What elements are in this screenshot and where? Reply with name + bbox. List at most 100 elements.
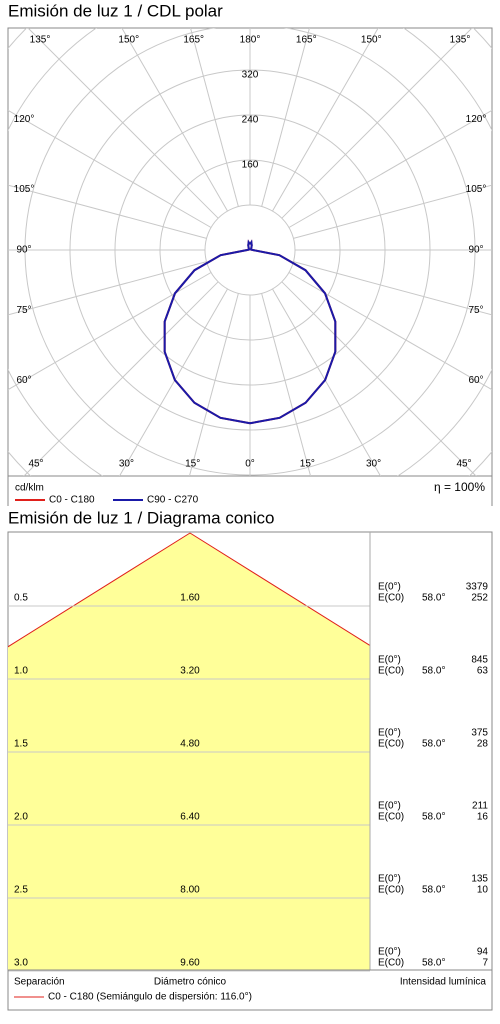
angle-label: 105°: [466, 184, 487, 195]
diameter-label: 4.80: [180, 739, 200, 750]
ec0-value: 10: [477, 885, 489, 896]
angle-label: 105°: [14, 184, 35, 195]
angle-label: 150°: [118, 35, 139, 46]
grid-ray: [293, 184, 492, 239]
ec0-label: E(C0): [378, 958, 404, 969]
ec0-label: E(C0): [378, 666, 404, 677]
angle-value: 58.0°: [422, 958, 445, 969]
angle-label: 60°: [16, 375, 31, 386]
intensity-header: Intensidad lumínica: [400, 977, 487, 988]
diameter-label: 8.00: [180, 885, 200, 896]
grid-ray: [272, 288, 382, 476]
distance-label: 2.5: [14, 885, 28, 896]
angle-label: 135°: [30, 35, 51, 46]
angle-label: 15°: [300, 459, 315, 470]
legend-label: C0 - C180: [49, 495, 95, 506]
distance-header: Separación: [14, 977, 65, 988]
cone-diagram: 0.5 1.60 E(0°) 3379 E(C0) 58.0° 252 1.0 3.20 E(0°…: [8, 532, 489, 972]
distance-label: 1.5: [14, 739, 28, 750]
efficiency: η = 100%: [434, 480, 485, 494]
grid-ray: [118, 288, 228, 476]
grid-ray: [272, 28, 379, 212]
e0-value: 94: [477, 947, 489, 958]
distance-label: 1.0: [14, 666, 28, 677]
angle-label: 120°: [14, 114, 35, 125]
ec0-label: E(C0): [378, 739, 404, 750]
angle-label: 45°: [28, 459, 43, 470]
grid-ray: [8, 261, 207, 316]
ec0-label: E(C0): [378, 885, 404, 896]
grid-ray: [8, 184, 207, 239]
angle-label: 75°: [468, 305, 483, 316]
angle-label: 165°: [183, 35, 204, 46]
angle-label: 165°: [296, 35, 317, 46]
polar-grid: [8, 28, 492, 476]
e0-value: 845: [471, 655, 488, 666]
angle-value: 58.0°: [422, 812, 445, 823]
ec0-label: E(C0): [378, 812, 404, 823]
angle-value: 58.0°: [422, 885, 445, 896]
angle-label: 30°: [366, 459, 381, 470]
cone-legend: C0 - C180 (Semiángulo de dispersión: 116…: [48, 992, 252, 1003]
angle-label: 0°: [245, 459, 255, 470]
angle-label: 180°: [240, 35, 261, 46]
ec0-value: 16: [477, 812, 489, 823]
angle-label: 120°: [466, 114, 487, 125]
polar-title: Emisión de luz 1 / CDL polar: [8, 1, 223, 20]
e0-label: E(0°): [378, 728, 401, 739]
e0-value: 375: [471, 728, 488, 739]
e0-label: E(0°): [378, 801, 401, 812]
ec0-value: 63: [477, 666, 489, 677]
angle-label: 90°: [468, 245, 483, 256]
angle-label: 45°: [456, 459, 471, 470]
grid-ray: [27, 28, 219, 219]
radial-label: 160: [242, 160, 259, 171]
e0-value: 135: [471, 874, 488, 885]
grid-ray: [288, 272, 492, 391]
angle-label: 60°: [468, 375, 483, 386]
angle-label: 90°: [16, 245, 31, 256]
grid-ray: [121, 28, 228, 212]
distance-label: 3.0: [14, 958, 28, 969]
grid-ray: [8, 272, 212, 391]
e0-value: 211: [472, 801, 488, 812]
ec0-value: 28: [477, 739, 489, 750]
angle-label: 15°: [185, 459, 200, 470]
radial-label: 240: [242, 115, 259, 126]
grid-ray: [23, 281, 219, 476]
angle-value: 58.0°: [422, 739, 445, 750]
grid-ray: [8, 109, 212, 228]
e0-label: E(0°): [378, 874, 401, 885]
radial-label: 320: [242, 70, 259, 81]
angle-value: 58.0°: [422, 666, 445, 677]
intensity-curve: [163, 239, 251, 425]
diameter-label: 3.20: [180, 666, 200, 677]
e0-label: E(0°): [378, 582, 401, 593]
grid-ray: [281, 281, 477, 476]
grid-ray: [189, 28, 239, 207]
cone-footer: [7, 969, 493, 1011]
cone-title: Emisión de luz 1 / Diagrama conico: [8, 508, 274, 527]
distance-label: 0.5: [14, 593, 28, 604]
e0-value: 3379: [466, 582, 489, 593]
angle-label: 75°: [16, 305, 31, 316]
e0-label: E(0°): [378, 655, 401, 666]
grid-ray: [261, 293, 312, 476]
angle-label: 135°: [450, 35, 471, 46]
angle-label: 150°: [361, 35, 382, 46]
legend-label: C90 - C270: [147, 495, 199, 506]
ec0-value: 252: [471, 593, 488, 604]
grid-ray: [288, 109, 492, 228]
grid-ray: [261, 28, 311, 207]
diameter-label: 9.60: [180, 958, 200, 969]
ec0-label: E(C0): [378, 593, 404, 604]
grid-ray: [293, 261, 492, 316]
e0-label: E(0°): [378, 947, 401, 958]
angle-value: 58.0°: [422, 593, 445, 604]
grid-ray: [281, 28, 473, 219]
diameter-header: Diámetro cónico: [154, 977, 227, 988]
polar-curves: [163, 239, 337, 425]
angle-label: 30°: [119, 459, 134, 470]
grid-ray: [188, 293, 239, 476]
